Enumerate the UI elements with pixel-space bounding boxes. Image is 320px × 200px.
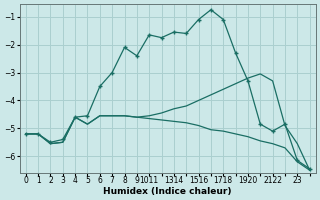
X-axis label: Humidex (Indice chaleur): Humidex (Indice chaleur): [103, 187, 232, 196]
